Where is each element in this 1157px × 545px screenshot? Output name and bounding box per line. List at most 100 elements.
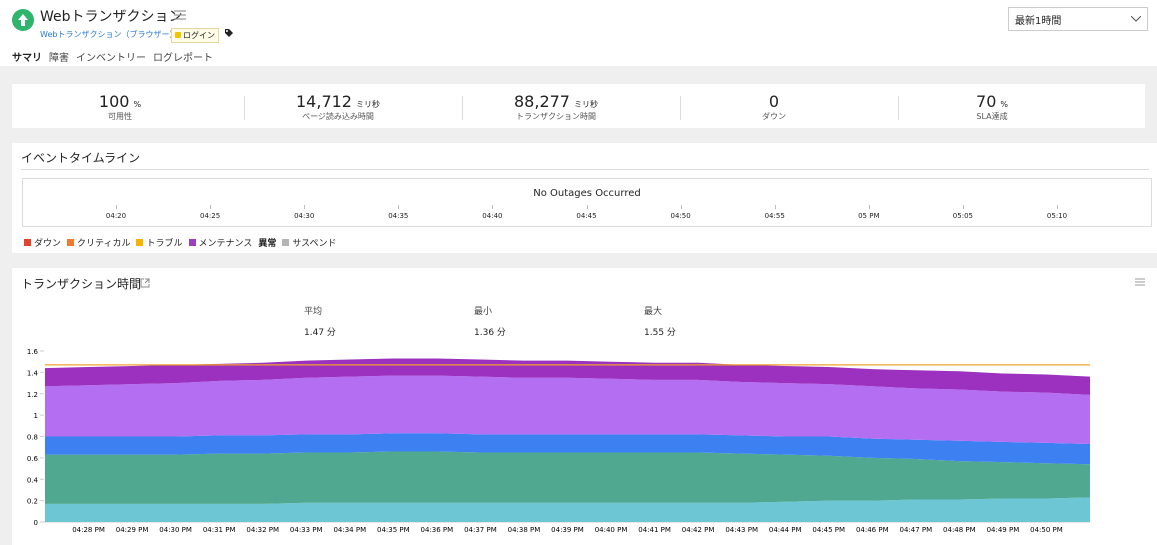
transaction-title: トランザクション時間 [21, 277, 142, 291]
y-tick-label: 0.4 [27, 476, 39, 484]
timeline-tick-label: 05 PM [858, 212, 880, 220]
x-tick-label: 04:50 PM [1030, 526, 1063, 534]
legend-item[interactable]: トラブル [136, 236, 183, 249]
stat-divider [244, 96, 245, 120]
timeline-tick-label: 04:35 [388, 212, 409, 220]
chart-menu-icon[interactable] [1135, 278, 1145, 286]
x-tick-label: 04:47 PM [899, 526, 932, 534]
stat-label: ダウン [762, 112, 786, 121]
x-tick-label: 04:34 PM [333, 526, 366, 534]
y-tick-label: 1.2 [27, 391, 38, 399]
x-tick-label: 04:48 PM [943, 526, 976, 534]
legend-item[interactable]: メンテナンス [188, 236, 253, 249]
legend-swatch [24, 239, 31, 246]
timeline-tick [868, 205, 870, 209]
timeline-tick-label: 04:25 [200, 212, 221, 220]
stat-value: 88,277 [514, 92, 570, 111]
tab[interactable]: ログレポート [153, 53, 213, 64]
area-series [45, 375, 1090, 444]
time-range-dropdown[interactable]: 最新1時間 [1008, 7, 1148, 31]
x-tick-label: 04:38 PM [508, 526, 541, 534]
legend-item[interactable]: ダウン [24, 236, 61, 249]
external-link-icon[interactable] [140, 278, 150, 288]
x-tick-label: 04:37 PM [464, 526, 497, 534]
timeline-legend: ダウン クリティカル トラブル メンテナンス 異常 サスペンド [24, 236, 337, 249]
stat: 0 ダウン [666, 92, 882, 122]
monitor-type-link[interactable]: Webトランザクション（ブラウザー） [40, 30, 178, 39]
timeline-tick [586, 205, 588, 209]
stat-unit: % [133, 100, 142, 109]
divider [21, 169, 1149, 170]
tag-label[interactable]: ログイン [171, 28, 219, 43]
stat: 88,277 ミリ秒トランザクション時間 [448, 92, 664, 122]
stat-value-row: 70% [884, 92, 1100, 111]
timeline-tick-label: 04:50 [670, 212, 691, 220]
stat-value-row: 0 [666, 92, 882, 111]
y-tick-label: 1.6 [27, 348, 39, 356]
y-tick-label: 0.6 [27, 455, 39, 463]
legend-item[interactable]: 異常 [258, 236, 276, 249]
legend-label: ダウン [34, 239, 62, 249]
x-tick-label: 04:49 PM [987, 526, 1020, 534]
tab[interactable]: 障害 [49, 53, 69, 64]
timeline-tick [962, 205, 964, 209]
x-tick-label: 04:35 PM [377, 526, 410, 534]
timeline-tick [116, 205, 117, 209]
summary-value: 1.55 分 [644, 328, 676, 338]
stat-label: 可用性 [108, 112, 132, 121]
timeline-tick-label: 05:05 [952, 212, 973, 220]
legend-label: クリティカル [77, 239, 131, 249]
x-tick-label: 04:30 PM [159, 526, 192, 534]
timeline-box: No Outages Occurred 04:20 04:25 04:30 04:35… [22, 178, 1152, 227]
menu-icon[interactable] [174, 10, 186, 20]
x-tick-label: 04:46 PM [856, 526, 889, 534]
stat-label: ページ読み込み時間 [302, 112, 374, 121]
x-tick-label: 04:36 PM [421, 526, 454, 534]
legend-label: メンテナンス [198, 239, 253, 249]
stat-unit: ミリ秒 [573, 100, 598, 109]
area-series [45, 433, 1090, 465]
stat: 14,712 ミリ秒ページ読み込み時間 [230, 92, 446, 122]
legend-item[interactable]: クリティカル [67, 236, 130, 249]
timeline-tick [210, 205, 212, 209]
legend-item[interactable]: サスペンド [282, 236, 337, 249]
y-tick-label: 1.4 [27, 369, 39, 377]
area-chart: 0 0.2 0.4 0.6 0.8 1 1.2 1.4 1.6 04:28 PM 04:29 PM 0… [27, 348, 1090, 534]
y-tick-label: 0.8 [27, 434, 38, 442]
timeline-tick [304, 205, 306, 209]
stat-unit: ミリ秒 [355, 100, 380, 109]
arrow-icon [18, 14, 28, 26]
legend-label: トラブル [146, 239, 183, 249]
legend-swatch [188, 239, 196, 246]
legend-label: 異常 [258, 239, 277, 249]
timeline-tick-label: 05:10 [1046, 212, 1068, 220]
legend-label: サスペンド [292, 239, 337, 249]
stat-value: 0 [768, 92, 780, 111]
stat-divider [680, 96, 681, 120]
summary-label: 最小 [474, 307, 493, 317]
stat: 70% SLA達成 [884, 92, 1100, 122]
stat-label: SLA達成 [976, 112, 1008, 121]
stat-value-row: 100% [12, 92, 228, 111]
tab[interactable]: インベントリー [76, 53, 146, 64]
x-tick-label: 04:39 PM [551, 526, 584, 534]
timeline-message: No Outages Occurred [533, 188, 641, 199]
tag-text: ログイン [183, 31, 215, 40]
area-series [45, 358, 1090, 395]
status-icon [12, 9, 34, 31]
stat: 100% 可用性 [12, 92, 228, 122]
stat-label: トランザクション時間 [516, 112, 596, 121]
timeline-tick [1057, 205, 1058, 209]
timeline-tick-label: 04:45 [576, 212, 597, 220]
summary-value: 1.47 分 [304, 328, 336, 338]
x-tick-label: 04:32 PM [246, 526, 279, 534]
stat-value: 14,712 [296, 92, 352, 111]
summary-stat: 最小 1.36 分 [474, 304, 506, 338]
legend-swatch [67, 239, 75, 246]
tag-icon[interactable] [224, 28, 234, 38]
x-tick-label: 04:28 PM [72, 526, 105, 534]
summary-stat: 平均 1.47 分 [304, 304, 336, 338]
y-tick-label: 0.2 [27, 498, 38, 506]
timeline-tick [398, 205, 400, 209]
x-tick-label: 04:31 PM [203, 526, 236, 534]
